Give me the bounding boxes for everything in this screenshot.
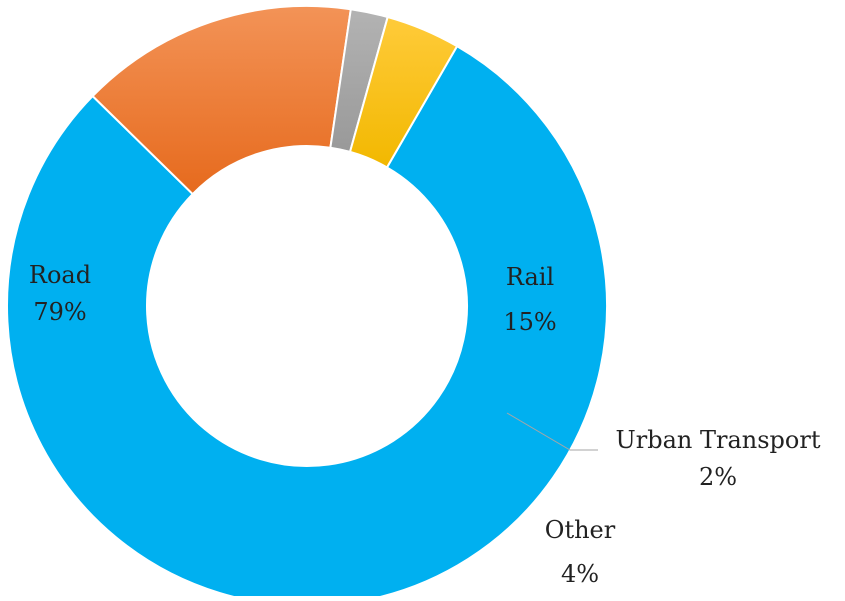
leader-lines-group bbox=[506, 412, 598, 451]
slice-label-rail: Rail 15% bbox=[503, 263, 556, 336]
slice-rail bbox=[91, 5, 352, 196]
slice-label-urban-transport: Urban Transport 2% bbox=[616, 426, 821, 491]
slice-label-other: Other 4% bbox=[545, 516, 616, 588]
slices-group bbox=[6, 5, 608, 601]
category-label-rail: Rail bbox=[506, 263, 554, 291]
category-label-other: Other bbox=[545, 516, 616, 544]
value-label-rail: 15% bbox=[503, 308, 556, 336]
leader-line-urban-transport bbox=[506, 412, 598, 451]
category-label-road: Road bbox=[29, 261, 91, 289]
value-label-road: 79% bbox=[33, 298, 86, 326]
slice-road bbox=[6, 44, 608, 601]
slice-label-road: Road 79% bbox=[29, 261, 91, 326]
category-label-urban-transport: Urban Transport bbox=[616, 426, 821, 454]
slice-other bbox=[348, 15, 459, 169]
value-label-other: 4% bbox=[561, 560, 599, 588]
value-label-urban-transport: 2% bbox=[699, 463, 737, 491]
